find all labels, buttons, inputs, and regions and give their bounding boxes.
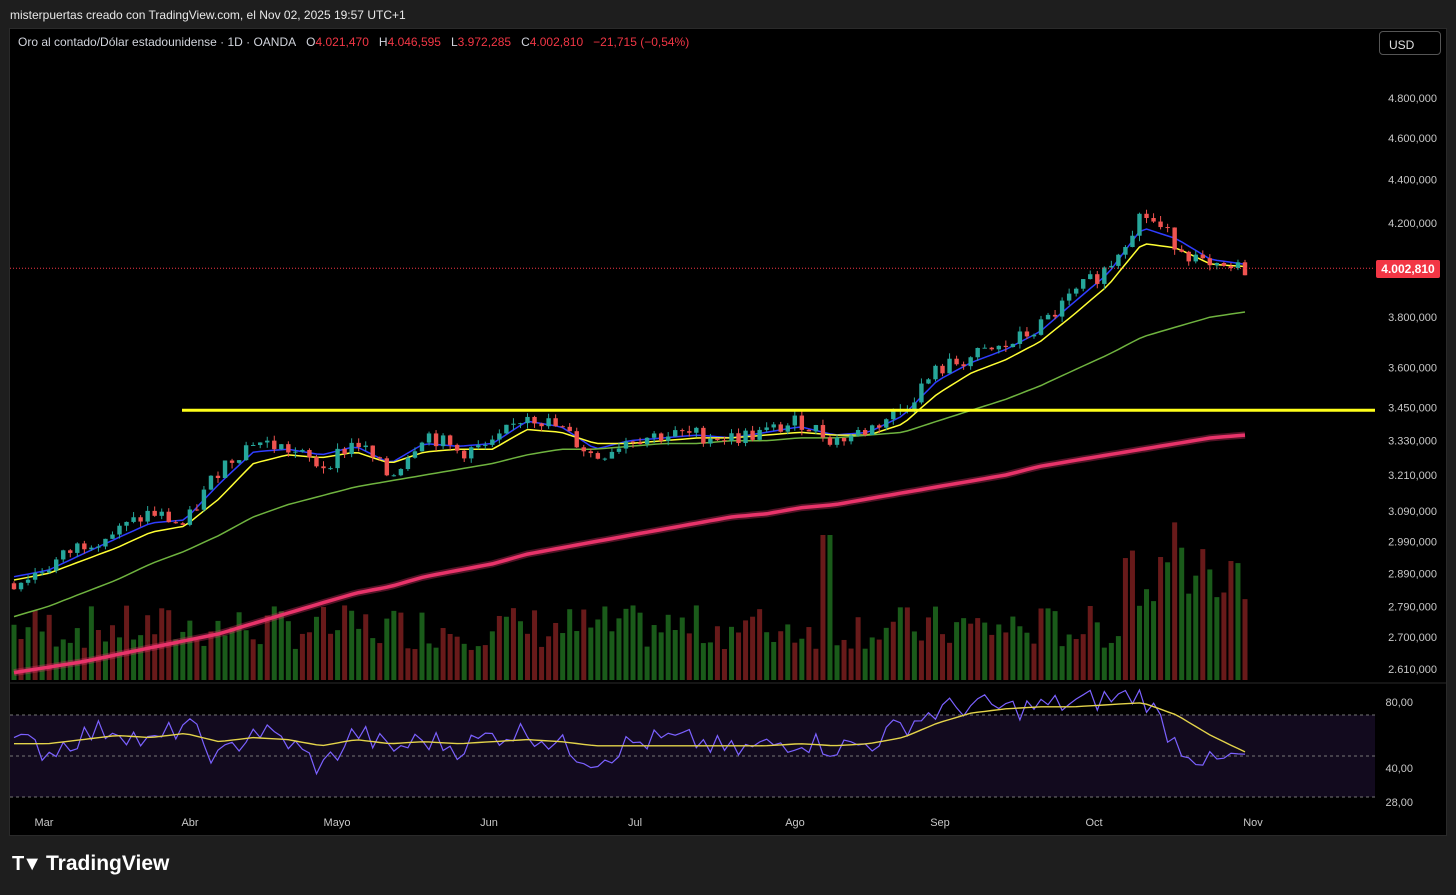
top-credit-bar: misterpuertas creado con TradingView.com… [0,0,1456,28]
high-label: H [378,35,388,49]
close-label: C [521,35,530,49]
close-value: 4.002,810 [529,35,584,49]
symbol-name: Oro al contado/Dólar estadounidense · 1D… [18,35,297,49]
low-value: 3.972,285 [457,35,512,49]
symbol-legend: Oro al contado/Dólar estadounidense · 1D… [18,35,689,49]
change-value: −21,715 (−0,54%) [593,35,690,49]
tradingview-logo-icon: T▼ [12,853,42,875]
tradingview-logo[interactable]: T▼ TradingView [12,852,169,876]
open-value: 4.021,470 [315,35,369,49]
chart-frame[interactable] [9,28,1447,836]
footer-bar [0,836,1456,895]
low-label: L [450,35,458,49]
brand-name: TradingView [46,852,170,875]
credit-text: misterpuertas creado con TradingView.com… [10,8,406,22]
last-price-label: 4.002,810 [1376,260,1440,278]
high-value: 4.046,595 [387,35,441,49]
currency-button[interactable]: USD [1379,31,1441,55]
open-label: O [306,35,316,49]
